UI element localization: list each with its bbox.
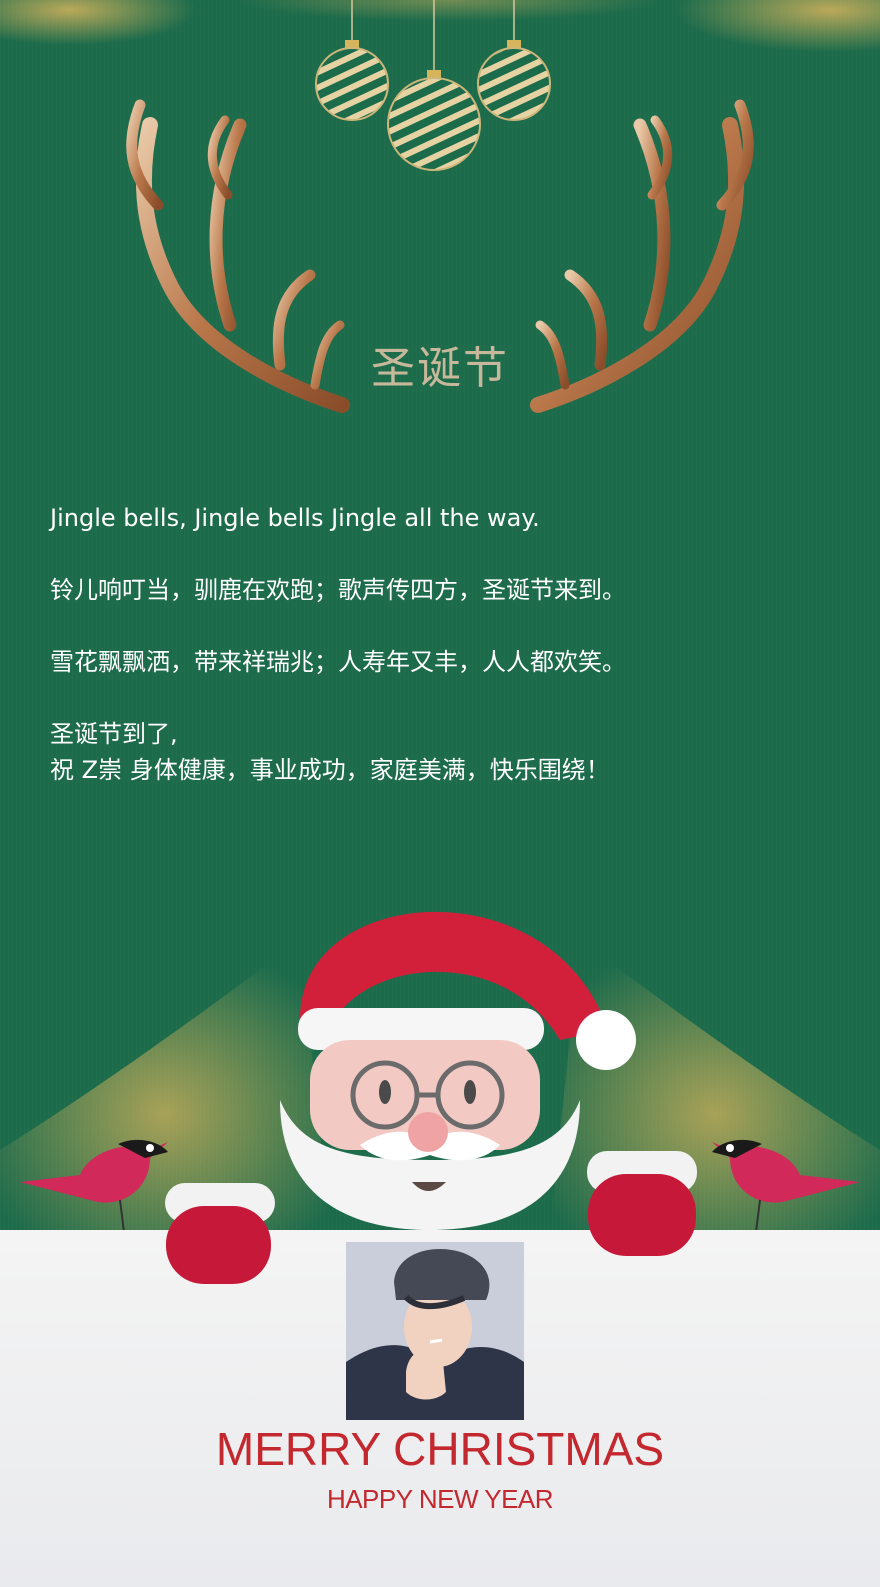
ornament-ball-icon — [315, 0, 551, 171]
avatar-photo — [346, 1242, 524, 1420]
happy-new-year-text: HAPPY NEW YEAR — [326, 1484, 554, 1514]
card-title: 圣诞节 — [371, 343, 509, 394]
greeting-text: Jingle bells, Jingle bells Jingle all th… — [50, 500, 830, 788]
greeting-line: Jingle bells, Jingle bells Jingle all th… — [50, 504, 540, 532]
antler-icon — [126, 99, 754, 413]
greeting-line: 圣诞节到了, — [50, 720, 178, 748]
bird-icon — [20, 1139, 168, 1241]
greeting-line: 铃儿响叮当，驯鹿在欢跑；歌声传四方，圣诞节来到。 — [50, 576, 626, 604]
avatar — [346, 1242, 524, 1420]
mitten-right — [587, 1151, 697, 1256]
greeting-line: 祝 Z崇 身体健康，事业成功，家庭美满，快乐围绕！ — [50, 756, 610, 784]
bird-icon — [712, 1139, 860, 1241]
santa-claus-illustration — [0, 911, 880, 1241]
greeting-line: 雪花飘飘洒，带来祥瑞兆；人寿年又丰，人人都欢笑。 — [50, 648, 626, 676]
merry-christmas-text: MERRY CHRISTMAS — [215, 1423, 665, 1475]
mitten-left — [165, 1183, 275, 1284]
